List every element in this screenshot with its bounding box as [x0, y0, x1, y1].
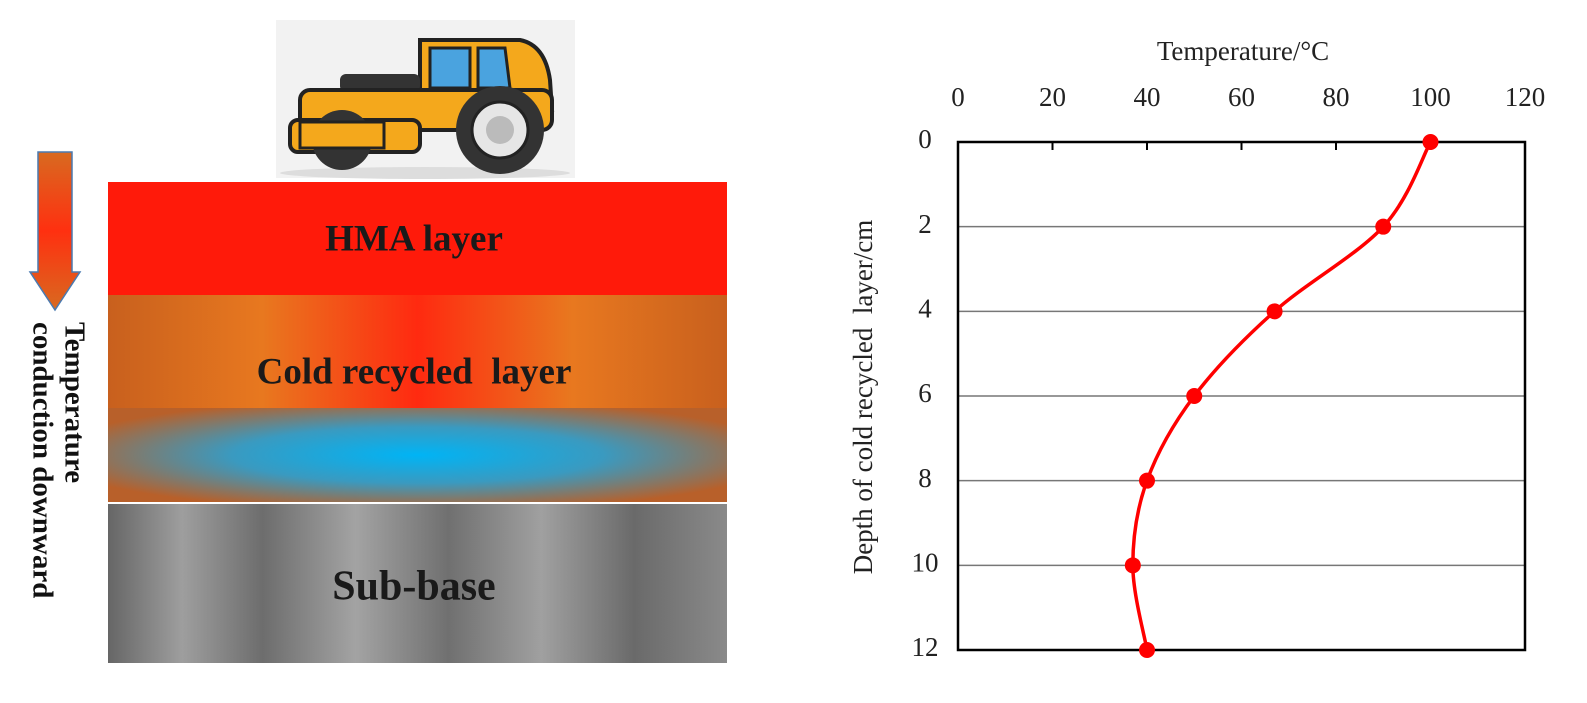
- point: [1266, 303, 1283, 320]
- point: [1139, 642, 1155, 658]
- cold-layer: [108, 295, 727, 408]
- point: [1375, 218, 1392, 235]
- hma-layer: [108, 182, 727, 295]
- x-tick-label: 120: [1505, 82, 1546, 112]
- point: [1124, 557, 1141, 574]
- y-axis-title: Depth of cold recycled layer/cm: [848, 220, 878, 575]
- x-tick-label: 100: [1410, 82, 1451, 112]
- layer-label: HMA layer: [325, 218, 503, 259]
- x-tick-label: 40: [1134, 82, 1161, 112]
- arrow-label: conduction downward: [26, 322, 58, 598]
- roller: [276, 20, 575, 179]
- y-tick-label: 2: [918, 209, 932, 239]
- x-axis-title: Temperature/°C: [1157, 36, 1329, 66]
- plot-frame: [956, 140, 1527, 652]
- y-tick-label: 8: [918, 463, 932, 493]
- point: [1186, 388, 1203, 404]
- y-tick-label: 6: [918, 378, 932, 408]
- arrow: [28, 151, 82, 312]
- y-tick-label: 4: [918, 294, 932, 324]
- x-tick-label: 20: [1039, 82, 1066, 112]
- y-tick-label: 10: [912, 548, 939, 578]
- y-tick-label: 0: [918, 124, 932, 154]
- layer-label: Cold recycled layer: [257, 351, 572, 392]
- layer-label: Sub-base: [332, 564, 495, 610]
- point: [1422, 134, 1439, 150]
- point: [1139, 472, 1155, 489]
- x-tick-label: 80: [1323, 82, 1350, 112]
- cold-layer-lower: [108, 408, 727, 502]
- sub-base: [108, 504, 727, 663]
- arrow-label: Temperature: [58, 322, 90, 483]
- layers: HMA layer Cold recycled layer Sub-base: [108, 182, 727, 663]
- x-tick-label: 60: [1228, 82, 1255, 112]
- y-tick-label: 12: [912, 632, 939, 662]
- x-tick-label: 0: [951, 82, 965, 112]
